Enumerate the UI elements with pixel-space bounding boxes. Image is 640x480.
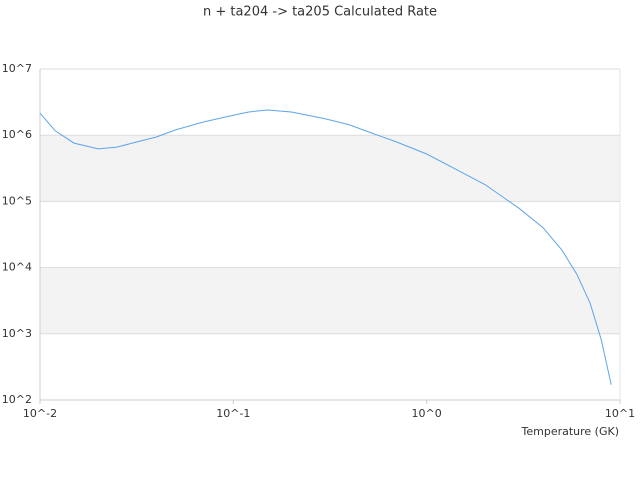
- x-tick-label: 10^-2: [23, 407, 57, 420]
- y-tick-label: 10^4: [2, 261, 32, 274]
- data-line: [39, 109, 612, 385]
- chart-title: n + ta204 -> ta205 Calculated Rate: [203, 5, 437, 20]
- x-tick-label: 10^-1: [216, 407, 250, 420]
- grid-band: [40, 135, 620, 202]
- x-tick-label: 10^1: [605, 407, 635, 420]
- y-tick-label: 10^5: [2, 194, 32, 207]
- grid-band: [40, 267, 620, 334]
- y-tick-label: 10^6: [2, 128, 32, 141]
- y-tick-label: 10^3: [2, 327, 32, 340]
- x-axis-label: Temperature (GK): [521, 425, 620, 438]
- x-tick-label: 10^0: [412, 407, 442, 420]
- y-tick-label: 10^7: [2, 62, 32, 75]
- y-tick-label: 10^2: [2, 393, 32, 406]
